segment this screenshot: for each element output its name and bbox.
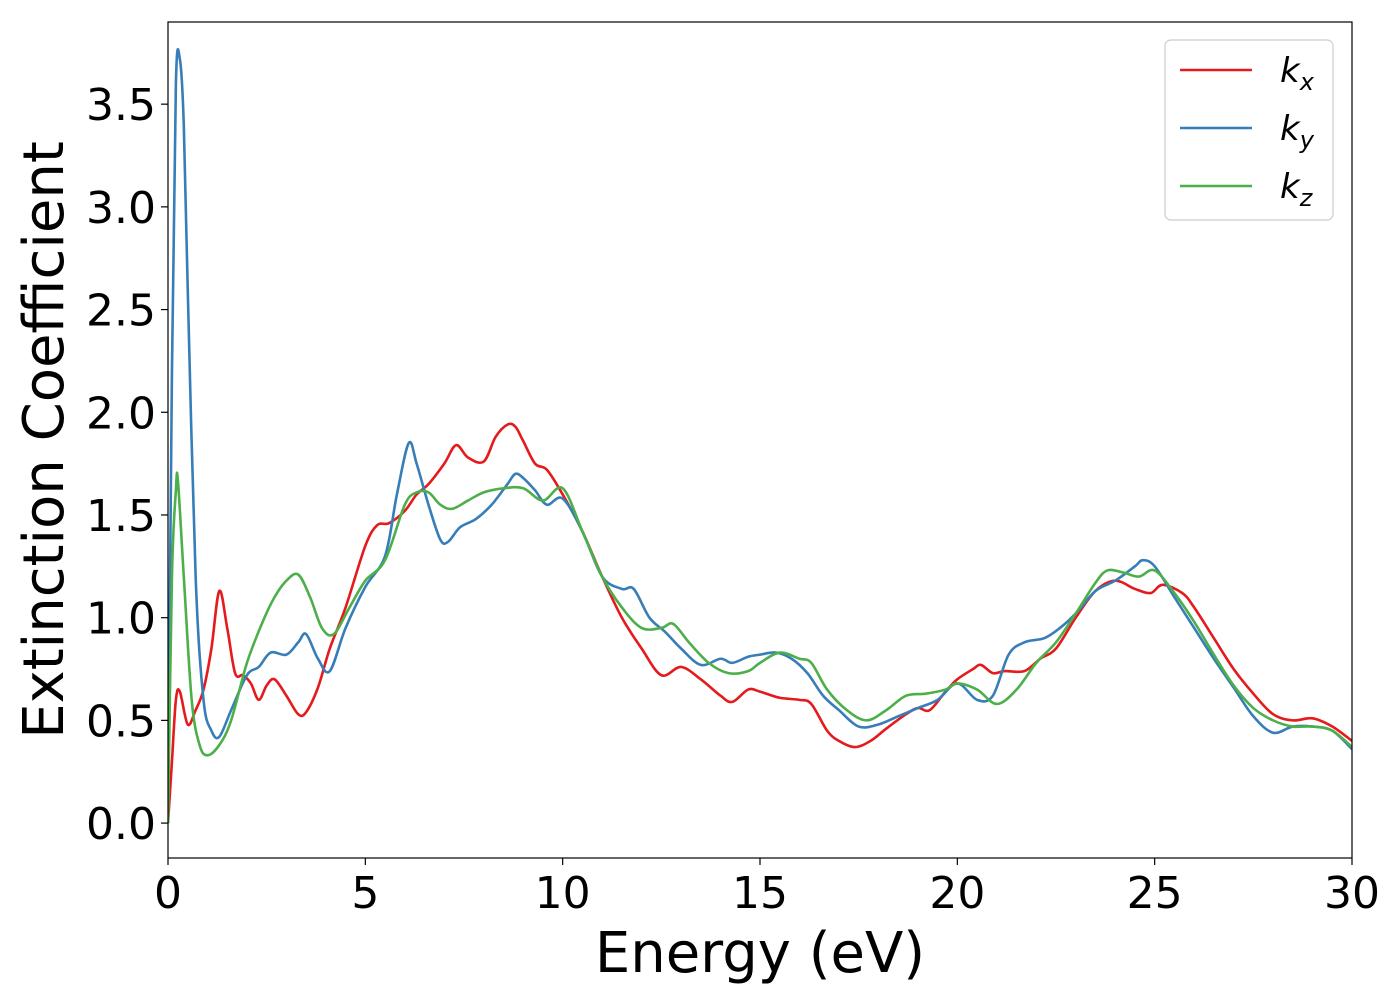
y-axis-title: Extinction Coefficient [12, 141, 77, 739]
x-tick-label: 0 [154, 868, 182, 919]
legend-label-ky: ky [1280, 109, 1315, 154]
x-axis-title: Energy (eV) [595, 921, 925, 986]
y-tick-label: 2.5 [86, 286, 156, 337]
y-tick-label: 2.0 [86, 388, 156, 439]
y-tick-label: 0.5 [86, 696, 156, 747]
legend-label-kx: kx [1280, 51, 1315, 96]
x-tick-label: 30 [1324, 868, 1380, 919]
x-tick-label: 5 [351, 868, 379, 919]
y-tick-label: 1.5 [86, 491, 156, 542]
y-tick-label: 3.5 [86, 80, 156, 131]
x-tick-label: 25 [1127, 868, 1183, 919]
series-line-kz [168, 471, 1352, 824]
y-tick-label: 1.0 [86, 594, 156, 645]
y-tick-label: 0.0 [86, 799, 156, 850]
series-line-kx [168, 422, 1352, 824]
legend-box [1164, 39, 1334, 221]
x-tick-label: 10 [535, 868, 591, 919]
y-tick-label: 3.0 [86, 183, 156, 234]
x-tick-label: 20 [929, 868, 985, 919]
series-layer [168, 48, 1352, 824]
x-tick-label: 15 [732, 868, 788, 919]
legend-label-kz: kz [1280, 167, 1314, 212]
y-axis: 0.0 0.5 1.0 1.5 2.0 2.5 3.0 3.5 [86, 80, 168, 850]
legend: kx ky kz [1164, 39, 1334, 221]
series-line-ky [168, 48, 1352, 824]
x-axis: 0 5 10 15 20 25 30 [154, 858, 1380, 919]
